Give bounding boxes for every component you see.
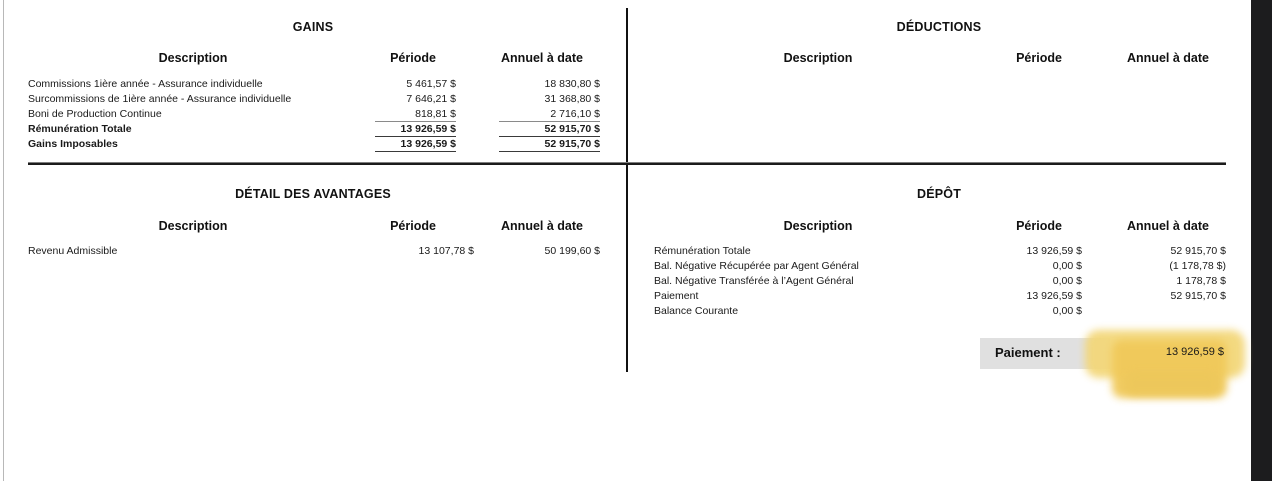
table-cell-periode: 0,00 $ (1052, 275, 1082, 287)
table-cell-periode: 13 107,78 $ (418, 245, 474, 257)
depot-column-header-periode: Période (1016, 219, 1062, 233)
table-row: Rémunération Totale (654, 245, 751, 257)
avantages-column-header-periode: Période (390, 219, 436, 233)
mid-horizontal-divider (28, 162, 1226, 165)
table-cell-periode: 5 461,57 $ (406, 78, 456, 90)
depot-column-header-annuel: Annuel à date (1127, 219, 1209, 233)
gains-column-header-annuel: Annuel à date (501, 51, 583, 65)
table-cell-annuel: 2 716,10 $ (550, 108, 600, 120)
payment-amount: 13 926,59 $ (1165, 346, 1224, 358)
left-vertical-rule (3, 0, 4, 481)
deductions-column-header-description: Description (783, 51, 853, 65)
subtotal-rule (499, 121, 600, 122)
avantages-column-header-description: Description (158, 219, 228, 233)
table-row: Gains Imposables (28, 138, 118, 150)
table-cell-annuel: 52 915,70 $ (1170, 290, 1226, 302)
center-vertical-divider (626, 8, 628, 372)
table-cell-annuel: 18 830,80 $ (544, 78, 600, 90)
section-title-depot: DÉPÔT (916, 187, 962, 201)
avantages-column-header-annuel: Annuel à date (501, 219, 583, 233)
table-cell-annuel: 52 915,70 $ (544, 123, 600, 135)
total-rule (375, 151, 456, 152)
table-cell-periode: 818,81 $ (415, 108, 456, 120)
table-row: Paiement (654, 290, 699, 302)
table-cell-periode: 13 926,59 $ (1026, 245, 1082, 257)
table-cell-annuel: 31 368,80 $ (544, 93, 600, 105)
table-cell-annuel: (1 178,78 $) (1169, 260, 1226, 272)
deductions-column-header-periode: Période (1016, 51, 1062, 65)
table-row: Revenu Admissible (28, 245, 118, 257)
table-cell-periode: 13 926,59 $ (400, 138, 456, 150)
table-cell-periode: 7 646,21 $ (406, 93, 456, 105)
table-cell-annuel: 52 915,70 $ (544, 138, 600, 150)
table-row: Balance Courante (654, 305, 739, 317)
section-title-avantages: DÉTAIL DES AVANTAGES (235, 187, 391, 201)
table-cell-periode: 13 926,59 $ (400, 123, 456, 135)
right-dark-band (1251, 0, 1272, 481)
table-cell-periode: 0,00 $ (1052, 305, 1082, 317)
total-rule (499, 136, 600, 137)
table-cell-periode: 0,00 $ (1052, 260, 1082, 272)
table-cell-periode: 13 926,59 $ (1026, 290, 1082, 302)
highlight-mark-tail (1124, 372, 1220, 396)
section-title-gains: GAINS (292, 20, 334, 34)
table-row: Surcommissions de 1ière année - Assuranc… (28, 93, 292, 105)
table-row: Boni de Production Continue (28, 108, 162, 120)
subtotal-rule (375, 121, 456, 122)
table-row: Commissions 1ière année - Assurance indi… (28, 78, 263, 90)
table-row: Rémunération Totale (28, 123, 132, 135)
section-title-deductions: DÉDUCTIONS (896, 20, 982, 34)
total-rule (375, 136, 456, 137)
payment-label: Paiement : (995, 345, 1061, 360)
gains-column-header-periode: Période (390, 51, 436, 65)
table-row: Bal. Négative Transférée à l’Agent Génér… (654, 275, 854, 287)
deductions-column-header-annuel: Annuel à date (1127, 51, 1209, 65)
table-cell-annuel: 1 178,78 $ (1176, 275, 1226, 287)
gains-column-header-description: Description (158, 51, 228, 65)
depot-column-header-description: Description (783, 219, 853, 233)
table-cell-annuel: 50 199,60 $ (544, 245, 600, 257)
table-cell-annuel: 52 915,70 $ (1170, 245, 1226, 257)
total-rule (499, 151, 600, 152)
table-row: Bal. Négative Récupérée par Agent Généra… (654, 260, 859, 272)
